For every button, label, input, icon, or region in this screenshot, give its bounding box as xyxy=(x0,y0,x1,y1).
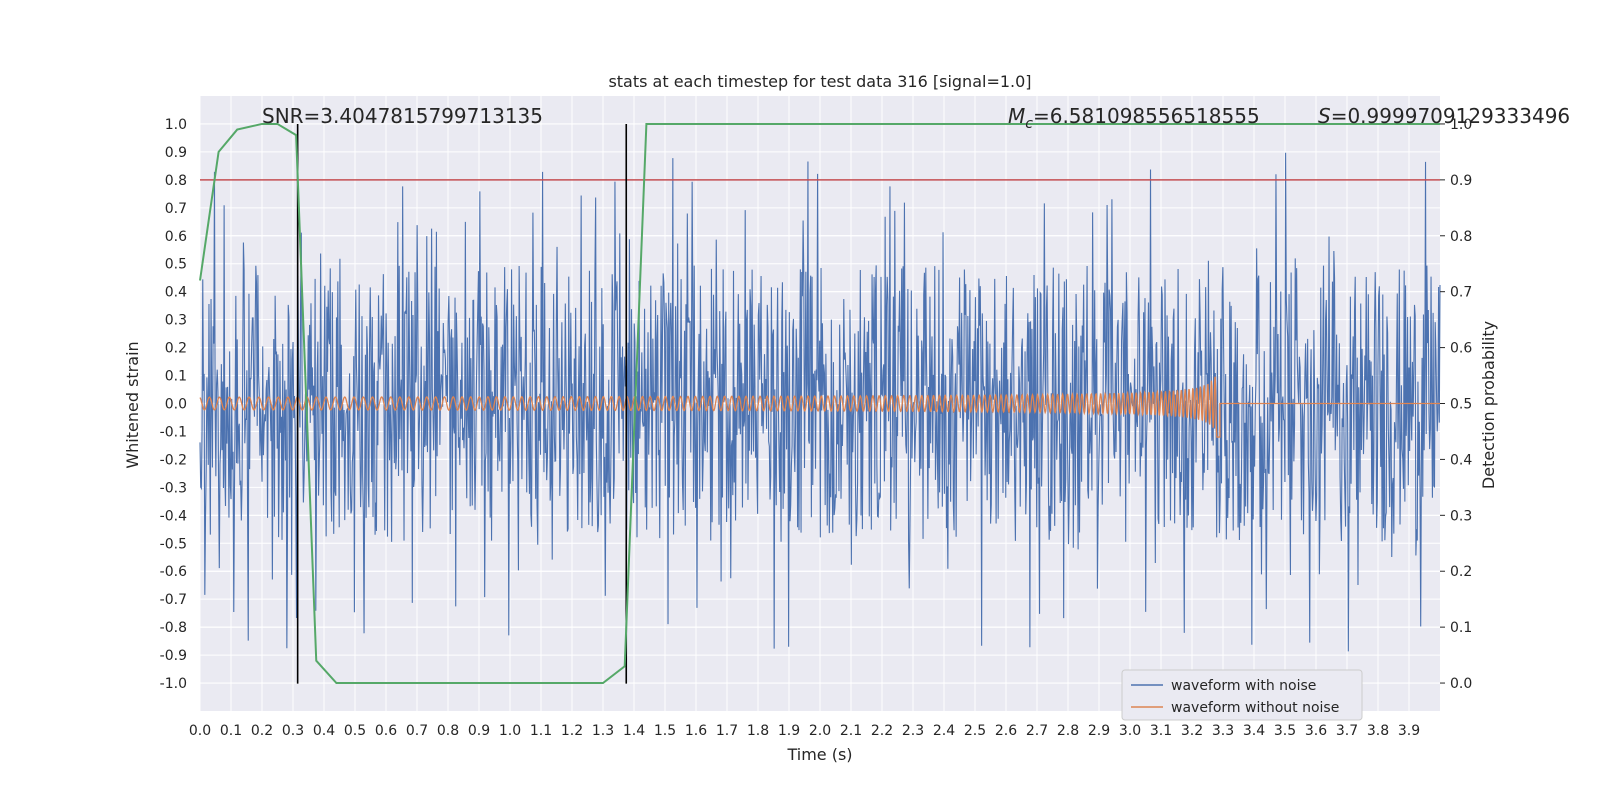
x-tick-label: 2.3 xyxy=(902,723,924,739)
y-tick-label: -0.7 xyxy=(160,592,187,608)
mc-annotation: Mc=6.581098556518555 xyxy=(1008,104,1260,132)
x-tick-label: 3.1 xyxy=(1150,723,1172,739)
x-tick-label: 0.0 xyxy=(189,723,211,739)
y-right-tick-label: 0.5 xyxy=(1450,397,1472,413)
y-tick-label: 0.9 xyxy=(165,145,187,161)
y-tick-label: -0.6 xyxy=(160,564,187,580)
x-tick-label: 3.5 xyxy=(1274,723,1296,739)
x-tick-label: 3.8 xyxy=(1367,723,1389,739)
clean-line xyxy=(199,376,1440,438)
y-right-tick-label: 0.6 xyxy=(1450,341,1472,357)
ticks: 0.0 0.1 0.2 0.3 0.4 0.5 0.6 0.7 0.8 0.9 1.0 1.1 1.2 1… xyxy=(160,117,1473,739)
x-tick-label: 1.2 xyxy=(561,723,583,739)
legend-box xyxy=(1121,669,1363,721)
x-tick-label: 1.8 xyxy=(747,723,769,739)
x-tick-label: 2.6 xyxy=(995,723,1017,739)
detection-probability-line xyxy=(199,122,1440,685)
x-tick-label: 2.7 xyxy=(1026,723,1048,739)
x-tick-label: 0.9 xyxy=(468,723,490,739)
noise-line xyxy=(199,152,1441,652)
s-annotation: S=0.9999709129333496 xyxy=(1318,104,1570,128)
y-right-axis-label: Detection probability xyxy=(1479,321,1498,489)
x-tick-label: 0.5 xyxy=(344,723,366,739)
y-right-tick-label: 0.1 xyxy=(1450,620,1472,636)
snr-annotation: SNR=3.4047815799713135 xyxy=(262,104,543,128)
y-tick-label: 0.1 xyxy=(165,369,187,385)
legend: waveform with noise waveform without noi… xyxy=(1121,669,1363,721)
y-tick-label: 0.6 xyxy=(165,229,187,245)
x-tick-label: 0.3 xyxy=(282,723,304,739)
y-right-tick-label: 0.0 xyxy=(1450,676,1472,692)
y-tick-label: -0.3 xyxy=(160,480,187,496)
x-tick-label: 3.7 xyxy=(1336,723,1358,739)
x-tick-label: 1.0 xyxy=(499,723,521,739)
y-tick-label: -0.4 xyxy=(160,508,187,524)
x-tick-label: 2.4 xyxy=(933,723,955,739)
x-tick-label: 2.8 xyxy=(1057,723,1079,739)
x-tick-label: 3.3 xyxy=(1212,723,1234,739)
y-tick-label: 0.7 xyxy=(165,201,187,217)
y-right-tick-label: 0.4 xyxy=(1450,452,1472,468)
noise-waveform xyxy=(199,152,1441,652)
y-tick-label: 0.2 xyxy=(165,341,187,357)
x-tick-label: 1.6 xyxy=(685,723,707,739)
x-tick-label: 0.7 xyxy=(406,723,428,739)
y-tick-label: -1.0 xyxy=(160,676,187,692)
x-tick-label: 3.4 xyxy=(1243,723,1265,739)
y-tick-label: -0.5 xyxy=(160,536,187,552)
y-right-tick-label: 1.0 xyxy=(1450,117,1472,133)
y-right-tick-label: 0.3 xyxy=(1450,508,1472,524)
x-axis-label: Time (s) xyxy=(786,745,852,764)
y-tick-label: 0.3 xyxy=(165,313,187,329)
overlay xyxy=(199,122,1440,685)
x-tick-label: 0.4 xyxy=(313,723,335,739)
x-tick-label: 3.0 xyxy=(1119,723,1141,739)
x-tick-label: 1.5 xyxy=(654,723,676,739)
x-tick-label: 1.9 xyxy=(778,723,800,739)
y-right-tick-label: 0.7 xyxy=(1450,285,1472,301)
legend-label-clean: waveform without noise xyxy=(1171,700,1339,716)
x-tick-label: 3.6 xyxy=(1305,723,1327,739)
x-tick-label: 0.2 xyxy=(251,723,273,739)
x-tick-label: 1.1 xyxy=(530,723,552,739)
y-tick-label: 1.0 xyxy=(165,117,187,133)
y-tick-label: 0.5 xyxy=(165,257,187,273)
x-tick-label: 0.6 xyxy=(375,723,397,739)
x-tick-label: 3.9 xyxy=(1398,723,1420,739)
clean-waveform xyxy=(199,376,1440,438)
chart-title: stats at each timestep for test data 316… xyxy=(608,72,1031,91)
y-axis-label: Whitened strain xyxy=(123,341,142,468)
x-tick-label: 2.5 xyxy=(964,723,986,739)
x-tick-label: 1.4 xyxy=(623,723,645,739)
x-tick-label: 0.1 xyxy=(220,723,242,739)
y-right-tick-label: 0.8 xyxy=(1450,229,1472,245)
y-tick-label: 0.0 xyxy=(165,397,187,413)
x-tick-label: 2.9 xyxy=(1088,723,1110,739)
y-right-tick-label: 0.9 xyxy=(1450,173,1472,189)
x-tick-label: 1.3 xyxy=(592,723,614,739)
y-right-tick-label: 0.2 xyxy=(1450,564,1472,580)
x-tick-label: 3.2 xyxy=(1181,723,1203,739)
y-tick-label: -0.8 xyxy=(160,620,187,636)
y-tick-label: -0.1 xyxy=(160,424,187,440)
y-tick-label: 0.8 xyxy=(165,173,187,189)
x-tick-label: 2.1 xyxy=(840,723,862,739)
y-tick-label: 0.4 xyxy=(165,285,187,301)
x-tick-label: 2.0 xyxy=(809,723,831,739)
x-tick-label: 2.2 xyxy=(871,723,893,739)
x-tick-label: 0.8 xyxy=(437,723,459,739)
legend-label-noise: waveform with noise xyxy=(1171,678,1316,694)
x-tick-label: 1.7 xyxy=(716,723,738,739)
y-tick-label: -0.9 xyxy=(160,648,187,664)
y-tick-label: -0.2 xyxy=(160,452,187,468)
